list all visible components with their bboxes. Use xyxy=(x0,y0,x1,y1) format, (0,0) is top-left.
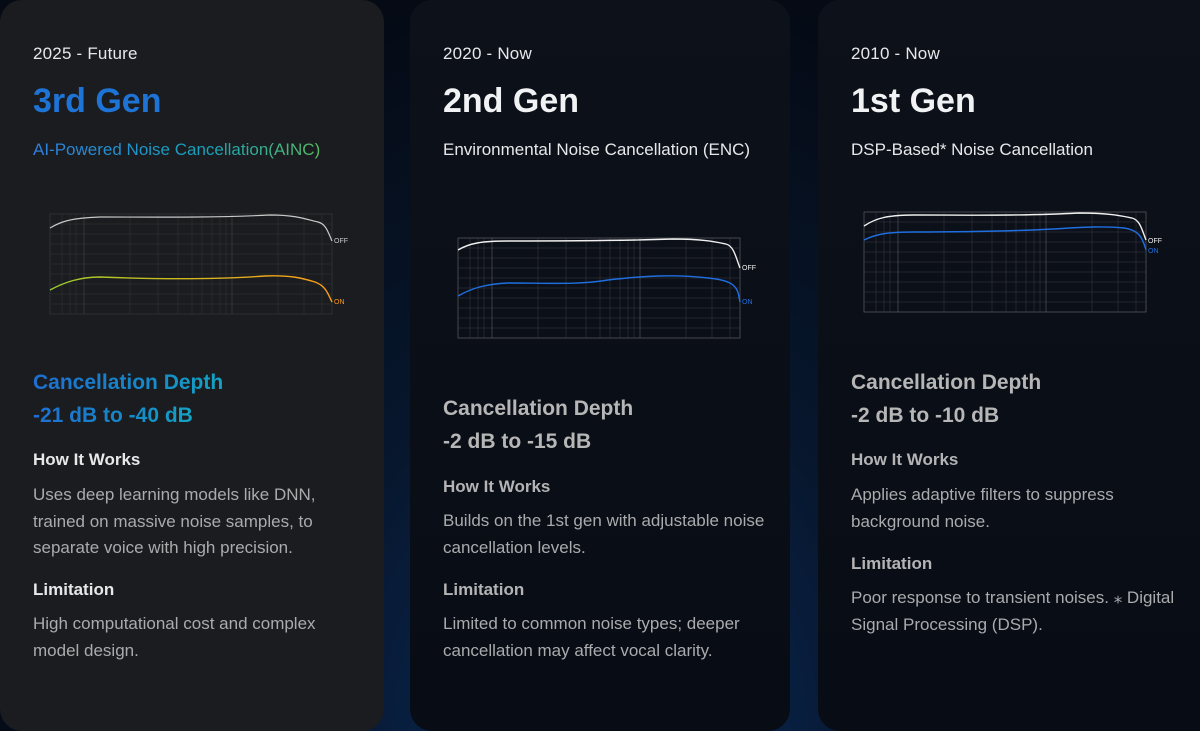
off-curve xyxy=(863,212,1147,241)
technology-subtitle: Environmental Noise Cancellation (ENC) xyxy=(443,140,751,159)
limitation-text: Poor response to transient noises. ⁎ Dig… xyxy=(851,588,1175,634)
how-it-works-text: Applies adaptive filters to suppress bac… xyxy=(851,485,1114,531)
generation-title: 3rd Gen xyxy=(33,82,162,120)
off-curve-label: OFF xyxy=(742,265,756,272)
how-it-works-text: Builds on the 1st gen with adjustable no… xyxy=(443,511,765,557)
card-1st-gen: 2010 - Now 1st Gen DSP-Based* Noise Canc… xyxy=(818,0,1200,731)
cancellation-depth-value: -2 dB to -10 dB xyxy=(851,404,1000,427)
limitation-heading: Limitation xyxy=(851,554,933,573)
era-label: 2010 - Now xyxy=(851,44,940,63)
generation-title: 2nd Gen xyxy=(443,82,580,120)
noise-response-graph: OFF ON xyxy=(457,237,756,339)
cancellation-depth-value: -21 dB to -40 dB xyxy=(33,404,193,427)
on-curve xyxy=(49,275,333,303)
noise-response-graph: OFF ON xyxy=(863,211,1162,313)
limitation-heading: Limitation xyxy=(33,580,115,599)
on-curve xyxy=(863,226,1147,251)
card-2nd-gen: 2020 - Now 2nd Gen Environmental Noise C… xyxy=(410,0,790,731)
on-curve xyxy=(457,275,741,303)
cancellation-depth-label: Cancellation Depth xyxy=(33,371,224,394)
off-curve-label: OFF xyxy=(334,238,348,245)
card-3rd-gen: 2025 - Future 3rd Gen AI-Powered Noise C… xyxy=(0,0,384,731)
graph-grid xyxy=(458,238,740,338)
how-it-works-heading: How It Works xyxy=(851,450,959,469)
limitation-heading: Limitation xyxy=(443,580,525,599)
technology-subtitle: DSP-Based* Noise Cancellation xyxy=(851,140,1093,159)
limitation-text: High computational cost and complex mode… xyxy=(33,614,316,660)
era-label: 2020 - Now xyxy=(443,44,532,63)
on-curve-label: ON xyxy=(742,299,753,306)
era-label: 2025 - Future xyxy=(33,44,138,63)
how-it-works-text: Uses deep learning models like DNN, trai… xyxy=(33,485,316,557)
how-it-works-heading: How It Works xyxy=(443,477,551,496)
generation-title: 1st Gen xyxy=(851,82,976,120)
cancellation-depth-label: Cancellation Depth xyxy=(851,371,1042,394)
off-curve-label: OFF xyxy=(1148,238,1162,245)
how-it-works-heading: How It Works xyxy=(33,450,141,469)
off-curve xyxy=(457,238,741,269)
limitation-text: Limited to common noise types; deeper ca… xyxy=(443,614,740,660)
on-curve-label: ON xyxy=(334,299,345,306)
off-curve xyxy=(49,214,333,242)
noise-response-graph: OFF ON xyxy=(49,213,348,315)
cancellation-depth-label: Cancellation Depth xyxy=(443,397,634,420)
on-curve-label: ON xyxy=(1148,248,1159,255)
graph-grid xyxy=(50,214,332,314)
cancellation-depth-value: -2 dB to -15 dB xyxy=(443,430,592,453)
technology-subtitle: AI-Powered Noise Cancellation(AINC) xyxy=(33,137,353,163)
